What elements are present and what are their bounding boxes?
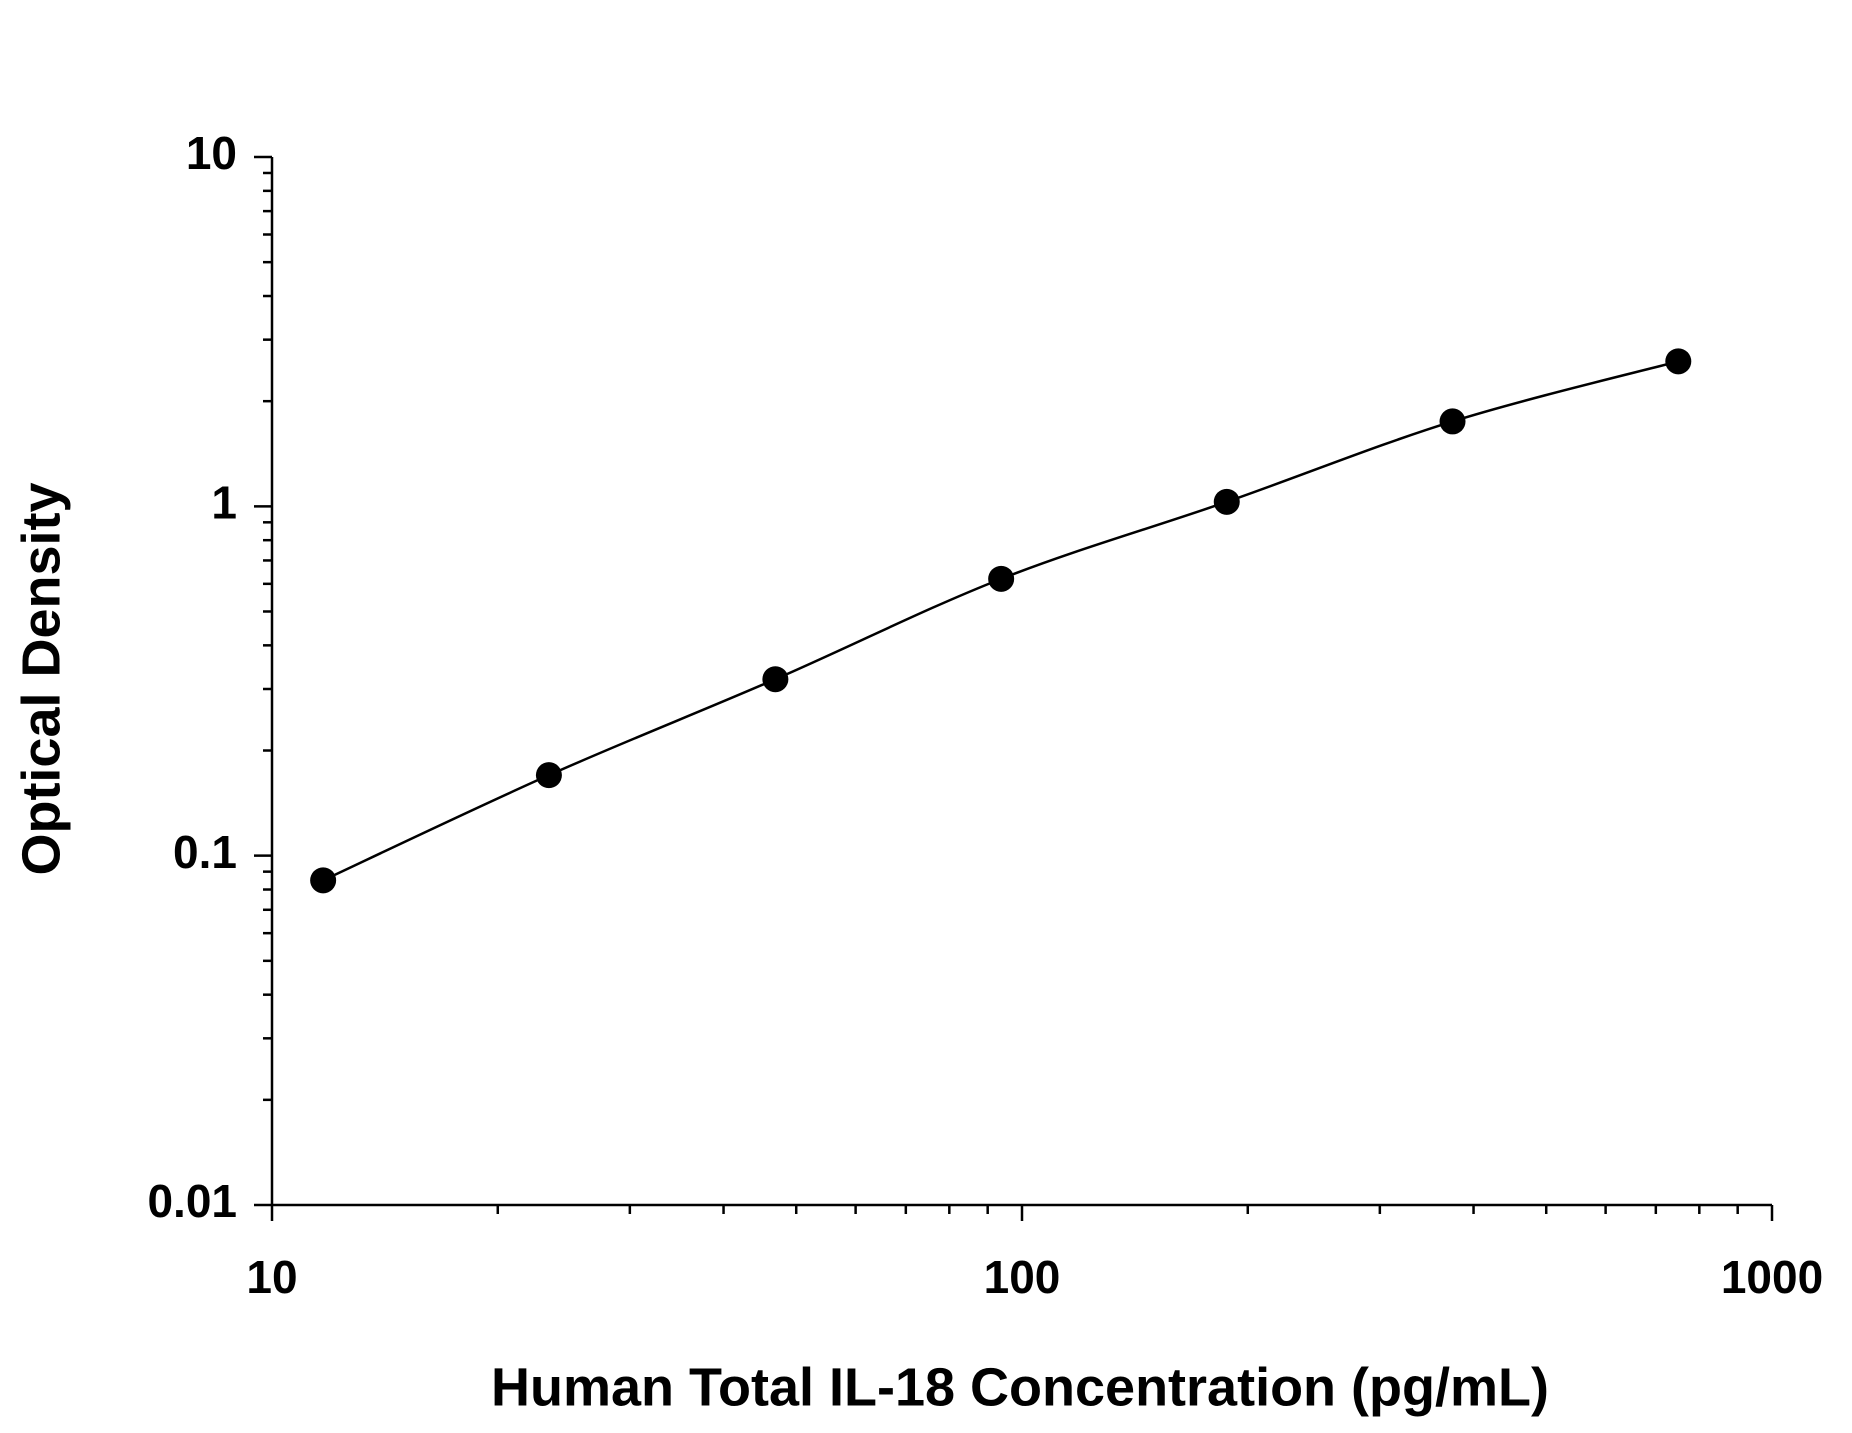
y-tick-label: 10: [186, 127, 237, 179]
y-tick-label: 0.1: [173, 826, 237, 878]
data-point: [310, 867, 337, 894]
x-tick-label: 10: [246, 1251, 297, 1303]
data-point: [535, 762, 562, 789]
data-point: [1439, 408, 1466, 435]
data-point: [1213, 488, 1240, 515]
x-tick-label: 100: [984, 1251, 1061, 1303]
data-point: [988, 565, 1015, 592]
y-axis-title: Optical Density: [11, 482, 71, 875]
x-tick-label: 1000: [1721, 1251, 1823, 1303]
y-tick-label: 0.01: [147, 1175, 237, 1227]
data-point: [762, 666, 789, 693]
x-axis-title: Human Total IL-18 Concentration (pg/mL): [491, 1357, 1549, 1417]
fit-curve: [322, 360, 1679, 882]
y-tick-label: 1: [211, 476, 237, 528]
data-point: [1665, 348, 1692, 375]
